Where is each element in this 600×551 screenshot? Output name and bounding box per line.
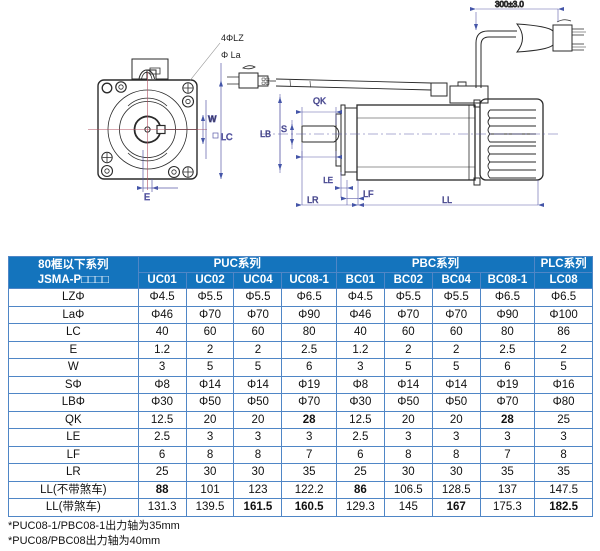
svg-text:Φ La: Φ La bbox=[221, 50, 241, 60]
svg-text:LC: LC bbox=[221, 132, 233, 142]
svg-text:LF: LF bbox=[363, 189, 374, 199]
svg-text:QK: QK bbox=[313, 96, 326, 106]
svg-text:S: S bbox=[281, 124, 287, 134]
svg-text:LE: LE bbox=[323, 176, 333, 185]
svg-text:LB: LB bbox=[260, 129, 271, 139]
svg-text:E: E bbox=[144, 192, 150, 202]
svg-text:LR: LR bbox=[307, 195, 319, 205]
svg-text:300±3.0: 300±3.0 bbox=[495, 0, 524, 9]
svg-text:W: W bbox=[208, 114, 217, 124]
svg-text:LL: LL bbox=[442, 195, 452, 205]
svg-text:4ΦLZ: 4ΦLZ bbox=[221, 33, 244, 43]
